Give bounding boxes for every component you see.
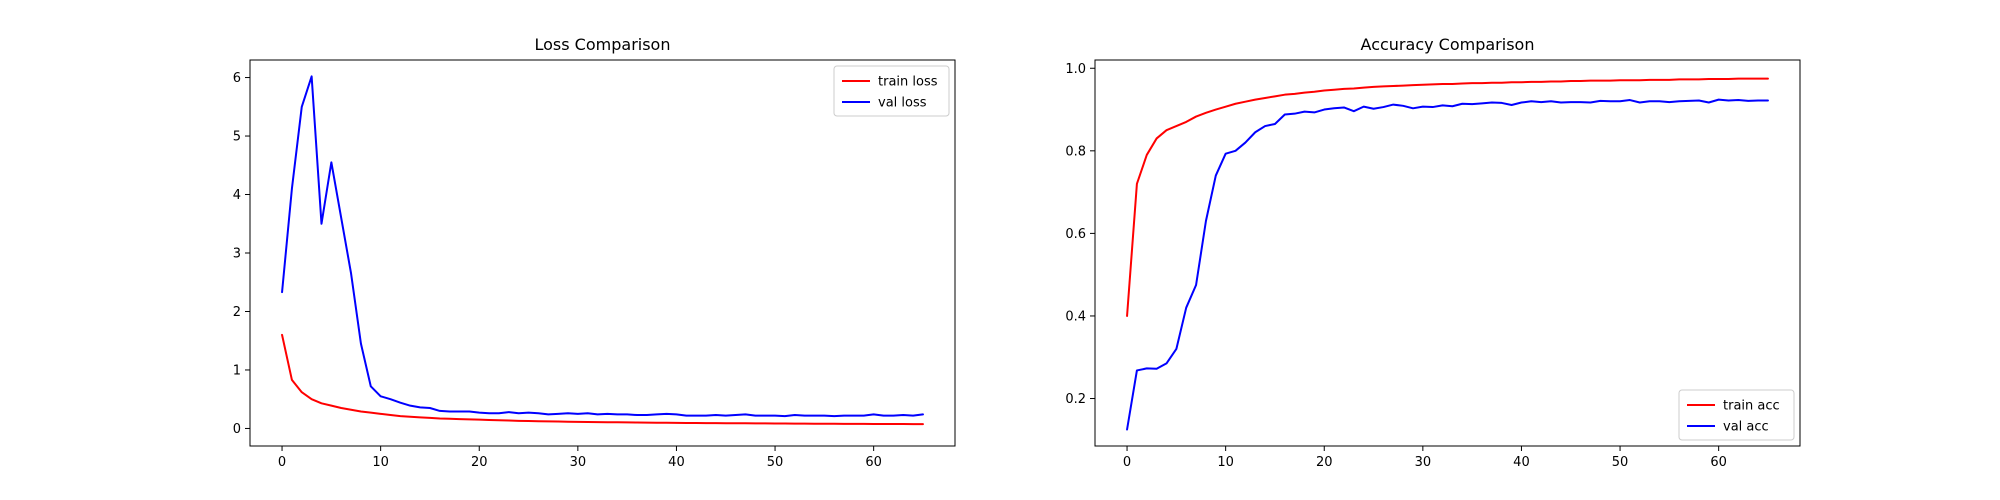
- x-tick-label: 40: [668, 455, 685, 470]
- axes-frame: [1094, 59, 1801, 447]
- chart-title: Accuracy Comparison: [1361, 35, 1535, 54]
- y-tick-label: 6: [233, 71, 241, 86]
- y-tick-label: 1.0: [1065, 62, 1086, 77]
- legend-box: [833, 65, 950, 117]
- x-tick-label: 10: [1217, 455, 1234, 470]
- y-tick-label: 0: [233, 422, 241, 437]
- x-tick-label: 0: [278, 455, 286, 470]
- legend: train acc val acc: [1678, 389, 1795, 441]
- y-tick-label: 0.8: [1065, 144, 1086, 159]
- legend-label: val loss: [878, 96, 927, 111]
- legend-label: train loss: [878, 75, 938, 90]
- legend-label: val acc: [1723, 420, 1769, 435]
- y-tick-label: 0.4: [1065, 309, 1086, 324]
- series-line-train-loss: [281, 333, 924, 426]
- x-tick-label: 10: [372, 455, 389, 470]
- y-tick-label: 0.2: [1065, 392, 1086, 407]
- x-tick-label: 20: [471, 455, 488, 470]
- x-tick-label: 30: [1415, 455, 1432, 470]
- x-tick-label: 20: [1316, 455, 1333, 470]
- x-tick-label: 60: [1710, 455, 1727, 470]
- x-tick-label: 40: [1513, 455, 1530, 470]
- y-tick-label: 0.6: [1065, 227, 1086, 242]
- y-tick-label: 4: [233, 188, 241, 203]
- chart-panel-2: Accuracy Comparison 0 10 20 30 40 50 60 0.2 0.4 0.…: [1065, 35, 1801, 470]
- x-tick-label: 30: [570, 455, 587, 470]
- chart-panel-1: Loss Comparison 0 10 20 30 40 50 60 0 1 2 3 4 5 6 train…: [233, 35, 956, 470]
- series-line-val-loss: [281, 75, 924, 418]
- x-tick-label: 60: [865, 455, 882, 470]
- legend: train loss val loss: [833, 65, 950, 117]
- x-tick-label: 50: [767, 455, 784, 470]
- legend-box: [1678, 389, 1795, 441]
- y-tick-label: 1: [233, 363, 241, 378]
- legend-label: train acc: [1723, 399, 1780, 414]
- chart-title: Loss Comparison: [535, 35, 671, 54]
- series-line-train-acc: [1126, 77, 1769, 317]
- x-tick-label: 0: [1123, 455, 1131, 470]
- series-line-val-acc: [1126, 98, 1769, 431]
- x-tick-label: 50: [1612, 455, 1629, 470]
- y-tick-label: 5: [233, 130, 241, 145]
- y-tick-label: 2: [233, 305, 241, 320]
- y-tick-label: 3: [233, 247, 241, 262]
